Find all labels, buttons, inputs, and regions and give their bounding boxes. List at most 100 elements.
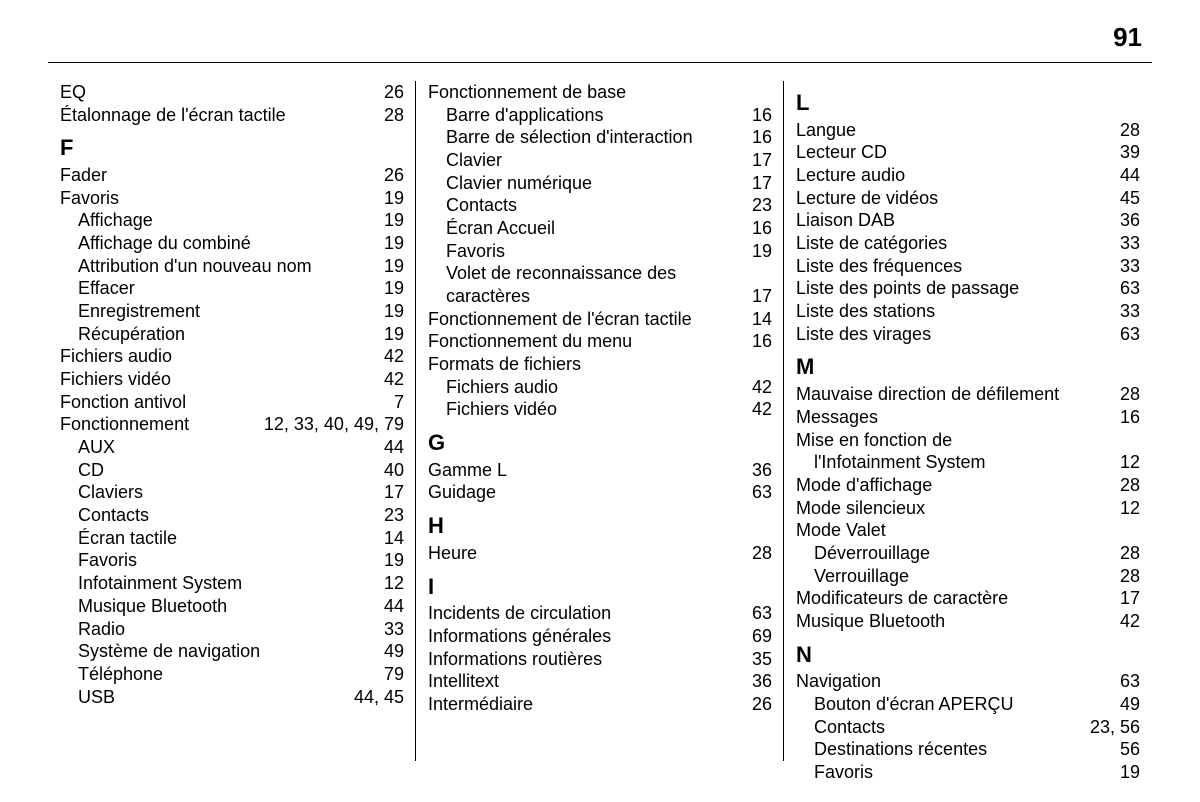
index-entry-label: Affichage du combiné <box>78 232 251 255</box>
index-entry-header: Mise en fonction de <box>796 429 1140 452</box>
page-number: 91 <box>1113 22 1142 53</box>
index-entry: Musique Bluetooth44 <box>60 595 404 618</box>
index-entry-pages: 19 <box>380 549 404 572</box>
index-entry: Affichage du combiné19 <box>60 232 404 255</box>
index-entry-label: Lecteur CD <box>796 141 887 164</box>
index-entry-pages: 45 <box>1116 187 1140 210</box>
index-entry-label: Intermédiaire <box>428 693 533 716</box>
index-entry-label: Fichiers audio <box>60 345 172 368</box>
index-column-2: Fonctionnement de baseBarre d'applicatio… <box>416 81 784 784</box>
index-entry-label: Radio <box>78 618 125 641</box>
index-entry: Attribution d'un nouveau nom19 <box>60 255 404 278</box>
index-entry: Modificateurs de caractère17 <box>796 587 1140 610</box>
index-entry: Liste des points de passage 63 <box>796 277 1140 300</box>
index-entry: Écran Accueil16 <box>428 217 772 240</box>
index-entry: Enregistrement19 <box>60 300 404 323</box>
index-entry-pages: 14 <box>748 308 772 331</box>
index-entry: l'Infotainment System12 <box>796 451 1140 474</box>
index-entry-label: Clavier <box>446 149 502 172</box>
index-entry: Écran tactile14 <box>60 527 404 550</box>
index-entry-label: Liste des virages <box>796 323 931 346</box>
index-entry-label: Mode d'affichage <box>796 474 932 497</box>
index-entry-label: Favoris <box>446 240 505 263</box>
index-entry-label: Fonction antivol <box>60 391 186 414</box>
index-entry: caractères17 <box>428 285 772 308</box>
index-entry-pages: 44 <box>380 436 404 459</box>
index-entry-pages: 19 <box>380 277 404 300</box>
index-entry-pages: 42 <box>1116 610 1140 633</box>
index-entry-pages: 63 <box>1116 323 1140 346</box>
index-entry-label: Système de navigation <box>78 640 260 663</box>
index-entry: Intellitext36 <box>428 670 772 693</box>
index-entry-label: Étalonnage de l'écran tactile <box>60 104 286 127</box>
index-entry: Favoris19 <box>60 187 404 210</box>
index-entry-pages: 56 <box>1116 738 1140 761</box>
index-entry: Fichiers audio42 <box>60 345 404 368</box>
index-columns: EQ26Étalonnage de l'écran tactile28FFade… <box>48 81 1152 784</box>
index-entry: Heure28 <box>428 542 772 565</box>
index-entry-pages: 16 <box>748 126 772 149</box>
index-entry-pages: 26 <box>380 164 404 187</box>
index-entry-pages: 12 <box>380 572 404 595</box>
section-letter: I <box>428 573 772 601</box>
index-entry-label: Écran tactile <box>78 527 177 550</box>
index-entry-label: Fonctionnement du menu <box>428 330 632 353</box>
index-entry-label: Fichiers audio <box>446 376 558 399</box>
index-entry-label: Intellitext <box>428 670 499 693</box>
index-entry-label: Affichage <box>78 209 153 232</box>
index-entry: Bouton d'écran APERÇU49 <box>796 693 1140 716</box>
index-entry: Mauvaise direction de défilement28 <box>796 383 1140 406</box>
section-letter: H <box>428 512 772 540</box>
index-entry-pages: 63 <box>1116 277 1140 300</box>
index-entry-label: Messages <box>796 406 878 429</box>
index-entry-label: Mauvaise direction de défilement <box>796 383 1059 406</box>
index-entry-label: Liaison DAB <box>796 209 895 232</box>
index-entry: Verrouillage28 <box>796 565 1140 588</box>
index-entry-pages: 12 <box>1116 497 1140 520</box>
index-entry-label: Enregistrement <box>78 300 200 323</box>
index-entry-label: Langue <box>796 119 856 142</box>
index-entry-pages: 16 <box>748 217 772 240</box>
index-entry-label: Claviers <box>78 481 143 504</box>
index-entry: Liste des virages 63 <box>796 323 1140 346</box>
index-entry-label: Formats de fichiers <box>428 353 581 376</box>
index-column-1: EQ26Étalonnage de l'écran tactile28FFade… <box>48 81 416 784</box>
index-entry-label: Verrouillage <box>814 565 909 588</box>
index-entry: Contacts23, 56 <box>796 716 1140 739</box>
index-entry-label: Fichiers vidéo <box>446 398 557 421</box>
index-entry: Mode d'affichage28 <box>796 474 1140 497</box>
index-entry-pages: 44 <box>1116 164 1140 187</box>
index-entry: Navigation63 <box>796 670 1140 693</box>
index-entry-pages: 17 <box>380 481 404 504</box>
index-entry-label: Heure <box>428 542 477 565</box>
index-entry-pages: 19 <box>748 240 772 263</box>
index-entry-pages: 16 <box>1116 406 1140 429</box>
index-entry-label: Bouton d'écran APERÇU <box>814 693 1014 716</box>
index-entry-label: Téléphone <box>78 663 163 686</box>
index-entry: Claviers 17 <box>60 481 404 504</box>
top-rule <box>48 62 1152 63</box>
index-entry-label: Informations générales <box>428 625 611 648</box>
index-entry-label: Liste des stations <box>796 300 935 323</box>
index-entry-pages: 26 <box>380 81 404 104</box>
index-entry: Fonctionnement de l'écran tactile14 <box>428 308 772 331</box>
index-entry-label: Mise en fonction de <box>796 429 952 452</box>
index-entry-label: Liste des fréquences <box>796 255 962 278</box>
index-entry-label: Contacts <box>814 716 885 739</box>
index-entry-pages: 63 <box>1116 670 1140 693</box>
index-entry: Intermédiaire 26 <box>428 693 772 716</box>
index-entry-label: Clavier numérique <box>446 172 592 195</box>
index-entry-pages: 49 <box>380 640 404 663</box>
index-entry-label: Liste des points de passage <box>796 277 1019 300</box>
index-entry-label: Modificateurs de caractère <box>796 587 1008 610</box>
index-entry: Informations générales69 <box>428 625 772 648</box>
index-entry: Fonction antivol 7 <box>60 391 404 414</box>
index-entry: Récupération19 <box>60 323 404 346</box>
index-entry: Informations routières35 <box>428 648 772 671</box>
index-entry: Lecture de vidéos45 <box>796 187 1140 210</box>
index-entry: Langue28 <box>796 119 1140 142</box>
index-entry-label: Guidage <box>428 481 496 504</box>
index-entry-label: EQ <box>60 81 86 104</box>
index-entry-pages: 26 <box>748 693 772 716</box>
index-entry: Fichiers vidéo42 <box>60 368 404 391</box>
